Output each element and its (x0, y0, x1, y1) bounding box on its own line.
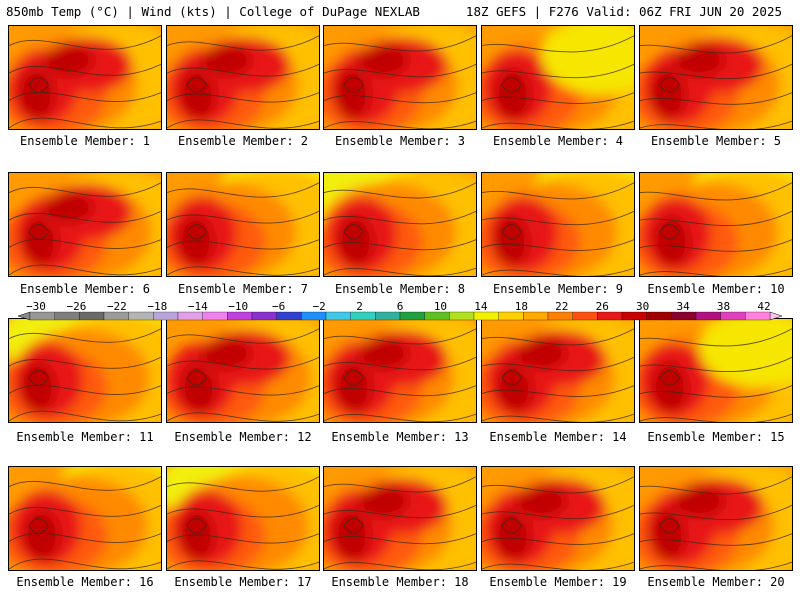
ensemble-member-map (639, 172, 793, 277)
ensemble-member-caption: Ensemble Member: 11 (16, 430, 154, 444)
model-run-info: 18Z GEFS | F276 Valid: 06Z FRI JUN 20 20… (465, 4, 782, 19)
ensemble-member-map (323, 172, 477, 277)
colorbar-swatch (128, 311, 154, 321)
ensemble-member-caption: Ensemble Member: 6 (19, 282, 151, 296)
colorbar-swatch (375, 311, 401, 321)
colorbar-min-arrow (17, 311, 31, 321)
ensemble-member-caption: Ensemble Member: 9 (492, 282, 624, 296)
ensemble-member-caption: Ensemble Member: 1 (19, 134, 151, 148)
colorbar-swatch (572, 311, 598, 321)
ensemble-member-caption: Ensemble Member: 20 (647, 575, 785, 589)
ensemble-member-caption: Ensemble Member: 2 (177, 134, 309, 148)
ensemble-member-caption: Ensemble Member: 5 (650, 134, 782, 148)
colorbar-tick-label: −2 (312, 300, 326, 313)
colorbar-swatch (276, 311, 302, 321)
colorbar-swatch (695, 311, 721, 321)
colorbar-tick-label: 2 (356, 300, 363, 313)
colorbar-swatch (646, 311, 672, 321)
colorbar-swatch (498, 311, 524, 321)
ensemble-member-map (166, 25, 320, 130)
colorbar-tick-label: −10 (228, 300, 249, 313)
ensemble-member-caption: Ensemble Member: 19 (489, 575, 627, 589)
colorbar-swatch (251, 311, 277, 321)
colorbar-swatch (547, 311, 573, 321)
colorbar-tick-label: −6 (272, 300, 286, 313)
colorbar-swatch (153, 311, 179, 321)
colorbar-swatch (745, 311, 771, 321)
colorbar-swatch (399, 311, 425, 321)
ensemble-member-caption: Ensemble Member: 12 (174, 430, 312, 444)
colorbar-tick-label: 38 (716, 300, 731, 313)
colorbar-tick-label: −30 (26, 300, 46, 313)
ensemble-member-map (481, 25, 635, 130)
ensemble-member-map (481, 172, 635, 277)
ensemble-member-caption: Ensemble Member: 13 (331, 430, 469, 444)
ensemble-member-map (8, 318, 162, 423)
ensemble-member-caption: Ensemble Member: 3 (334, 134, 466, 148)
ensemble-member-caption: Ensemble Member: 15 (647, 430, 785, 444)
ensemble-member-map (639, 318, 793, 423)
colorbar-swatch (424, 311, 450, 321)
ensemble-member-caption: Ensemble Member: 14 (489, 430, 627, 444)
ensemble-member-map (323, 318, 477, 423)
colorbar-tick-label: −26 (66, 300, 87, 313)
ensemble-member-map (323, 466, 477, 571)
colorbar-tick-label: 10 (433, 300, 448, 313)
colorbar-tick-label: 26 (595, 300, 609, 313)
ensemble-member-map (166, 172, 320, 277)
colorbar-tick-label: 34 (676, 300, 690, 313)
ensemble-member-map (481, 466, 635, 571)
ensemble-member-map (8, 25, 162, 130)
ensemble-member-caption: Ensemble Member: 16 (16, 575, 154, 589)
ensemble-member-map (639, 25, 793, 130)
colorbar-swatch (202, 311, 228, 321)
ensemble-member-caption: Ensemble Member: 4 (492, 134, 624, 148)
colorbar-swatch (177, 311, 203, 321)
ensemble-member-map (166, 318, 320, 423)
ensemble-member-map (639, 466, 793, 571)
colorbar-tick-label: −18 (147, 300, 168, 313)
ensemble-member-map (481, 318, 635, 423)
colorbar-swatch (79, 311, 105, 321)
colorbar-tick-label: 18 (514, 300, 528, 313)
colorbar-tick-label: 6 (396, 300, 404, 313)
colorbar-swatch (301, 311, 327, 321)
colorbar-max-arrow (769, 311, 783, 321)
colorbar-swatch (621, 311, 647, 321)
colorbar-swatch (227, 311, 253, 321)
ensemble-member-map (166, 466, 320, 571)
colorbar-tick-label: −14 (187, 300, 208, 313)
ensemble-member-caption: Ensemble Member: 10 (647, 282, 785, 296)
colorbar-swatch (54, 311, 80, 321)
temperature-colorbar: −30 −26 −22 −18 −14 −10 −6 −2 2 6 10 14 18 22 26 30 34 38… (0, 300, 800, 326)
colorbar-swatch (103, 311, 129, 321)
colorbar-tick-label: 14 (474, 300, 488, 313)
colorbar-swatch (671, 311, 697, 321)
colorbar-swatch (720, 311, 746, 321)
ensemble-member-caption: Ensemble Member: 8 (334, 282, 466, 296)
colorbar-swatch (325, 311, 351, 321)
ensemble-member-map (8, 466, 162, 571)
ensemble-member-caption: Ensemble Member: 7 (177, 282, 309, 296)
ensemble-member-caption: Ensemble Member: 18 (331, 575, 469, 589)
colorbar-swatch (350, 311, 376, 321)
colorbar-tick-label: −22 (106, 300, 127, 313)
ensemble-member-caption: Ensemble Member: 17 (174, 575, 312, 589)
map-title: 850mb Temp (°C) | Wind (kts) | College o… (6, 4, 420, 19)
ensemble-member-map (323, 25, 477, 130)
colorbar-tick-label: 30 (636, 300, 650, 313)
colorbar-swatch (449, 311, 475, 321)
colorbar-tick-label: 42 (757, 300, 771, 313)
colorbar-tick-label: 22 (555, 300, 569, 313)
colorbar-swatch (473, 311, 499, 321)
colorbar-swatch (597, 311, 623, 321)
ensemble-member-map (8, 172, 162, 277)
colorbar-swatch (29, 311, 55, 321)
colorbar-swatch (523, 311, 549, 321)
